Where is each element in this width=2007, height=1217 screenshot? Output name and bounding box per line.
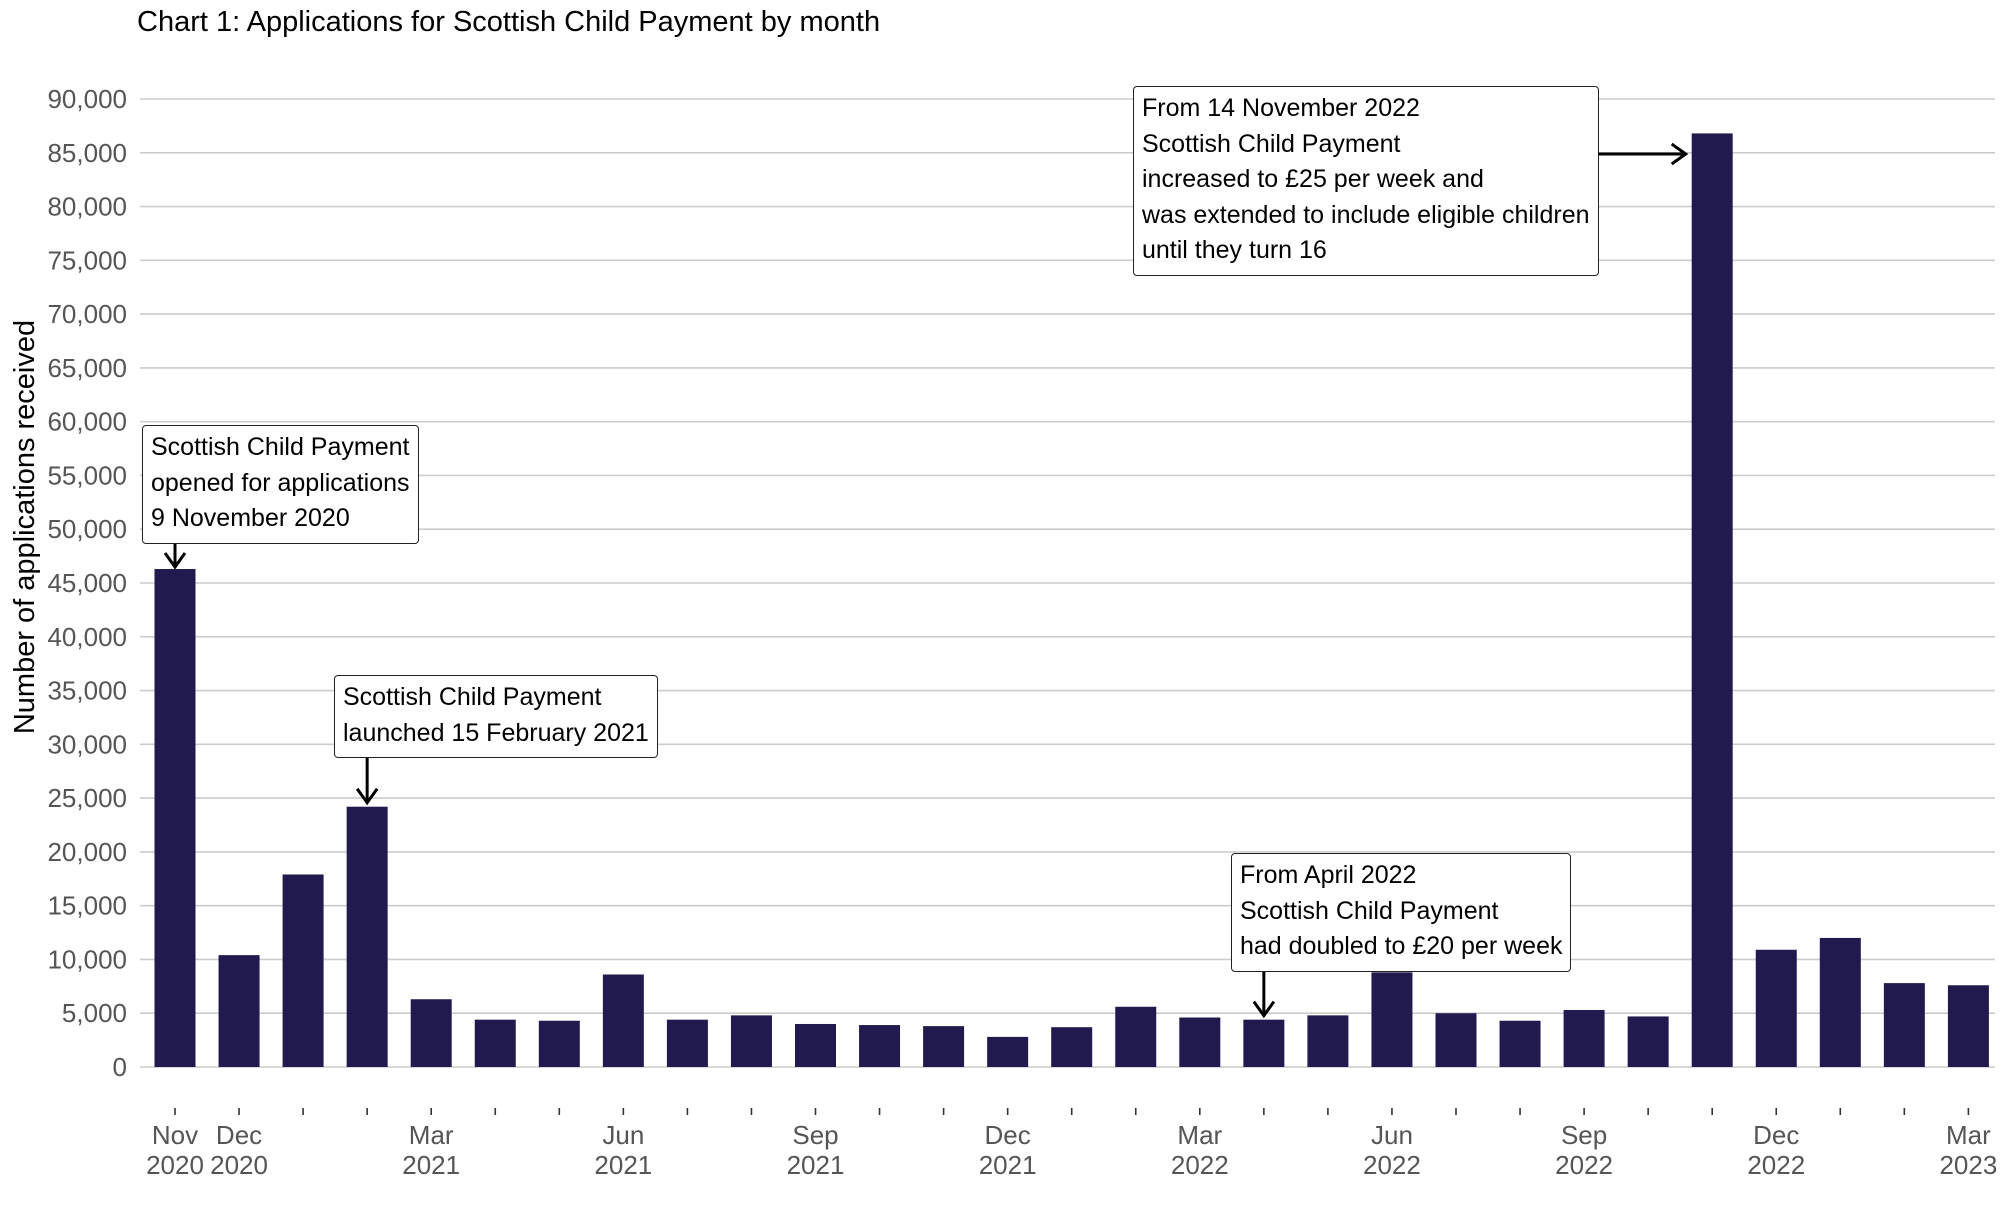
annotation-line: launched 15 February 2021 [343, 718, 649, 747]
x-tick-label-month: Dec [985, 1120, 1031, 1150]
bar [1627, 1016, 1669, 1067]
bar [474, 1019, 516, 1067]
y-axis-tick-labels: 0 5,000 10,000 15,000 20,000 25,000 30,000 35,0… [47, 84, 127, 1082]
bar [282, 874, 324, 1067]
y-tick-label: 10,000 [47, 944, 127, 974]
bar [795, 1023, 836, 1067]
x-tick-label-month: Sep [792, 1120, 838, 1150]
annotation-launched: Scottish Child Payment launched 15 Febru… [334, 675, 658, 758]
bar [1755, 949, 1797, 1067]
bar [987, 1036, 1029, 1067]
y-tick-label: 90,000 [47, 84, 127, 114]
x-tick-label-month: Jun [602, 1120, 644, 1150]
bar [1307, 1015, 1349, 1067]
x-tick-label-month: Dec [216, 1120, 262, 1150]
x-tick-label-year: 2021 [979, 1150, 1037, 1180]
x-tick-label-month: Jun [1371, 1120, 1413, 1150]
y-axis-title: Number of applications received [9, 320, 41, 734]
annotation-doubled: From April 2022 Scottish Child Payment h… [1231, 853, 1572, 972]
y-tick-label: 55,000 [47, 460, 127, 490]
bar [218, 955, 260, 1067]
bar [538, 1020, 580, 1067]
annotation-extended: From 14 November 2022 Scottish Child Pay… [1133, 86, 1599, 276]
y-tick-label: 70,000 [47, 299, 127, 329]
y-tick-label: 50,000 [47, 514, 127, 544]
y-tick-label: 20,000 [47, 837, 127, 867]
annotation-line: 9 November 2020 [151, 504, 350, 532]
annotation-launch-opened: Scottish Child Payment opened for applic… [142, 425, 419, 544]
y-tick-label: 45,000 [47, 568, 127, 598]
y-tick-label: 65,000 [47, 353, 127, 383]
bar [1563, 1009, 1605, 1067]
x-tick-label-year: 2022 [1171, 1150, 1229, 1180]
annotation-line: had doubled to £20 per week [1240, 932, 1563, 960]
chart-title: Chart 1: Applications for Scottish Child… [137, 6, 881, 38]
x-tick-label-year: 2021 [594, 1150, 652, 1180]
bar [1435, 1013, 1477, 1067]
y-tick-label: 0 [113, 1052, 127, 1082]
bar [154, 569, 196, 1067]
annotation-line: From April 2022 [1240, 861, 1417, 889]
bar [1179, 1017, 1221, 1067]
bar [1371, 972, 1413, 1067]
annotation-line: until they turn 16 [1142, 236, 1327, 264]
y-tick-label: 85,000 [47, 138, 127, 168]
y-tick-label: 75,000 [47, 245, 127, 275]
x-tick-label-month: Mar [1946, 1120, 1991, 1150]
bar [1691, 133, 1733, 1067]
x-tick-label-month: Mar [409, 1120, 454, 1150]
x-tick-label-month: Mar [1177, 1120, 1222, 1150]
bar [346, 806, 388, 1067]
annotation-line: Scottish Child Payment [1240, 896, 1499, 925]
bar [859, 1025, 901, 1067]
annotation-line: Scottish Child Payment [151, 433, 410, 461]
x-tick-label-month: Dec [1753, 1120, 1799, 1150]
x-axis-ticks: Nov2020Dec2020Mar2021Jun2021Sep2021Dec20… [146, 1108, 1997, 1180]
annotation-arrow-head [163, 552, 187, 570]
bar [1243, 1019, 1285, 1067]
x-tick-label-year: 2021 [402, 1150, 460, 1180]
bar [923, 1026, 965, 1067]
annotation-arrows [163, 142, 1689, 1019]
x-tick-label-month: Nov [152, 1120, 198, 1150]
annotation-arrow-head [355, 787, 379, 806]
y-tick-label: 25,000 [47, 783, 127, 813]
x-tick-label-year: 2020 [146, 1150, 204, 1180]
y-tick-label: 40,000 [47, 622, 127, 652]
y-tick-label: 30,000 [47, 729, 127, 759]
annotation-arrow-head [1252, 1000, 1276, 1019]
x-tick-label-year: 2020 [210, 1150, 268, 1180]
bars [154, 133, 1989, 1067]
y-tick-label: 60,000 [47, 407, 127, 437]
annotation-line: Scottish Child Payment [1142, 129, 1401, 158]
annotation-line: From 14 November 2022 [1142, 94, 1420, 122]
bar [602, 974, 644, 1067]
annotation-line: was extended to include eligible childre… [1142, 200, 1590, 229]
x-tick-label-month: Sep [1561, 1120, 1607, 1150]
bar [730, 1015, 772, 1067]
x-tick-label-year: 2022 [1363, 1150, 1421, 1180]
annotation-line: Scottish Child Payment [343, 683, 602, 711]
x-tick-label-year: 2022 [1747, 1150, 1805, 1180]
y-tick-label: 15,000 [47, 891, 127, 921]
y-tick-label: 35,000 [47, 676, 127, 706]
y-tick-label: 80,000 [47, 192, 127, 222]
bar [1115, 1006, 1157, 1067]
bar [1819, 937, 1861, 1067]
annotation-line: increased to £25 per week and [1142, 165, 1484, 193]
x-tick-label-year: 2022 [1555, 1150, 1613, 1180]
bar [1499, 1020, 1541, 1067]
annotation-line: opened for applications [151, 468, 410, 497]
y-tick-label: 5,000 [62, 998, 127, 1028]
bar [1947, 985, 1989, 1067]
bar [1051, 1027, 1093, 1067]
bar [1883, 983, 1925, 1067]
bar [410, 999, 452, 1067]
x-tick-label-year: 2021 [787, 1150, 845, 1180]
annotation-arrow-head [1670, 142, 1689, 166]
x-tick-label-year: 2023 [1939, 1150, 1997, 1180]
bar [666, 1019, 708, 1067]
